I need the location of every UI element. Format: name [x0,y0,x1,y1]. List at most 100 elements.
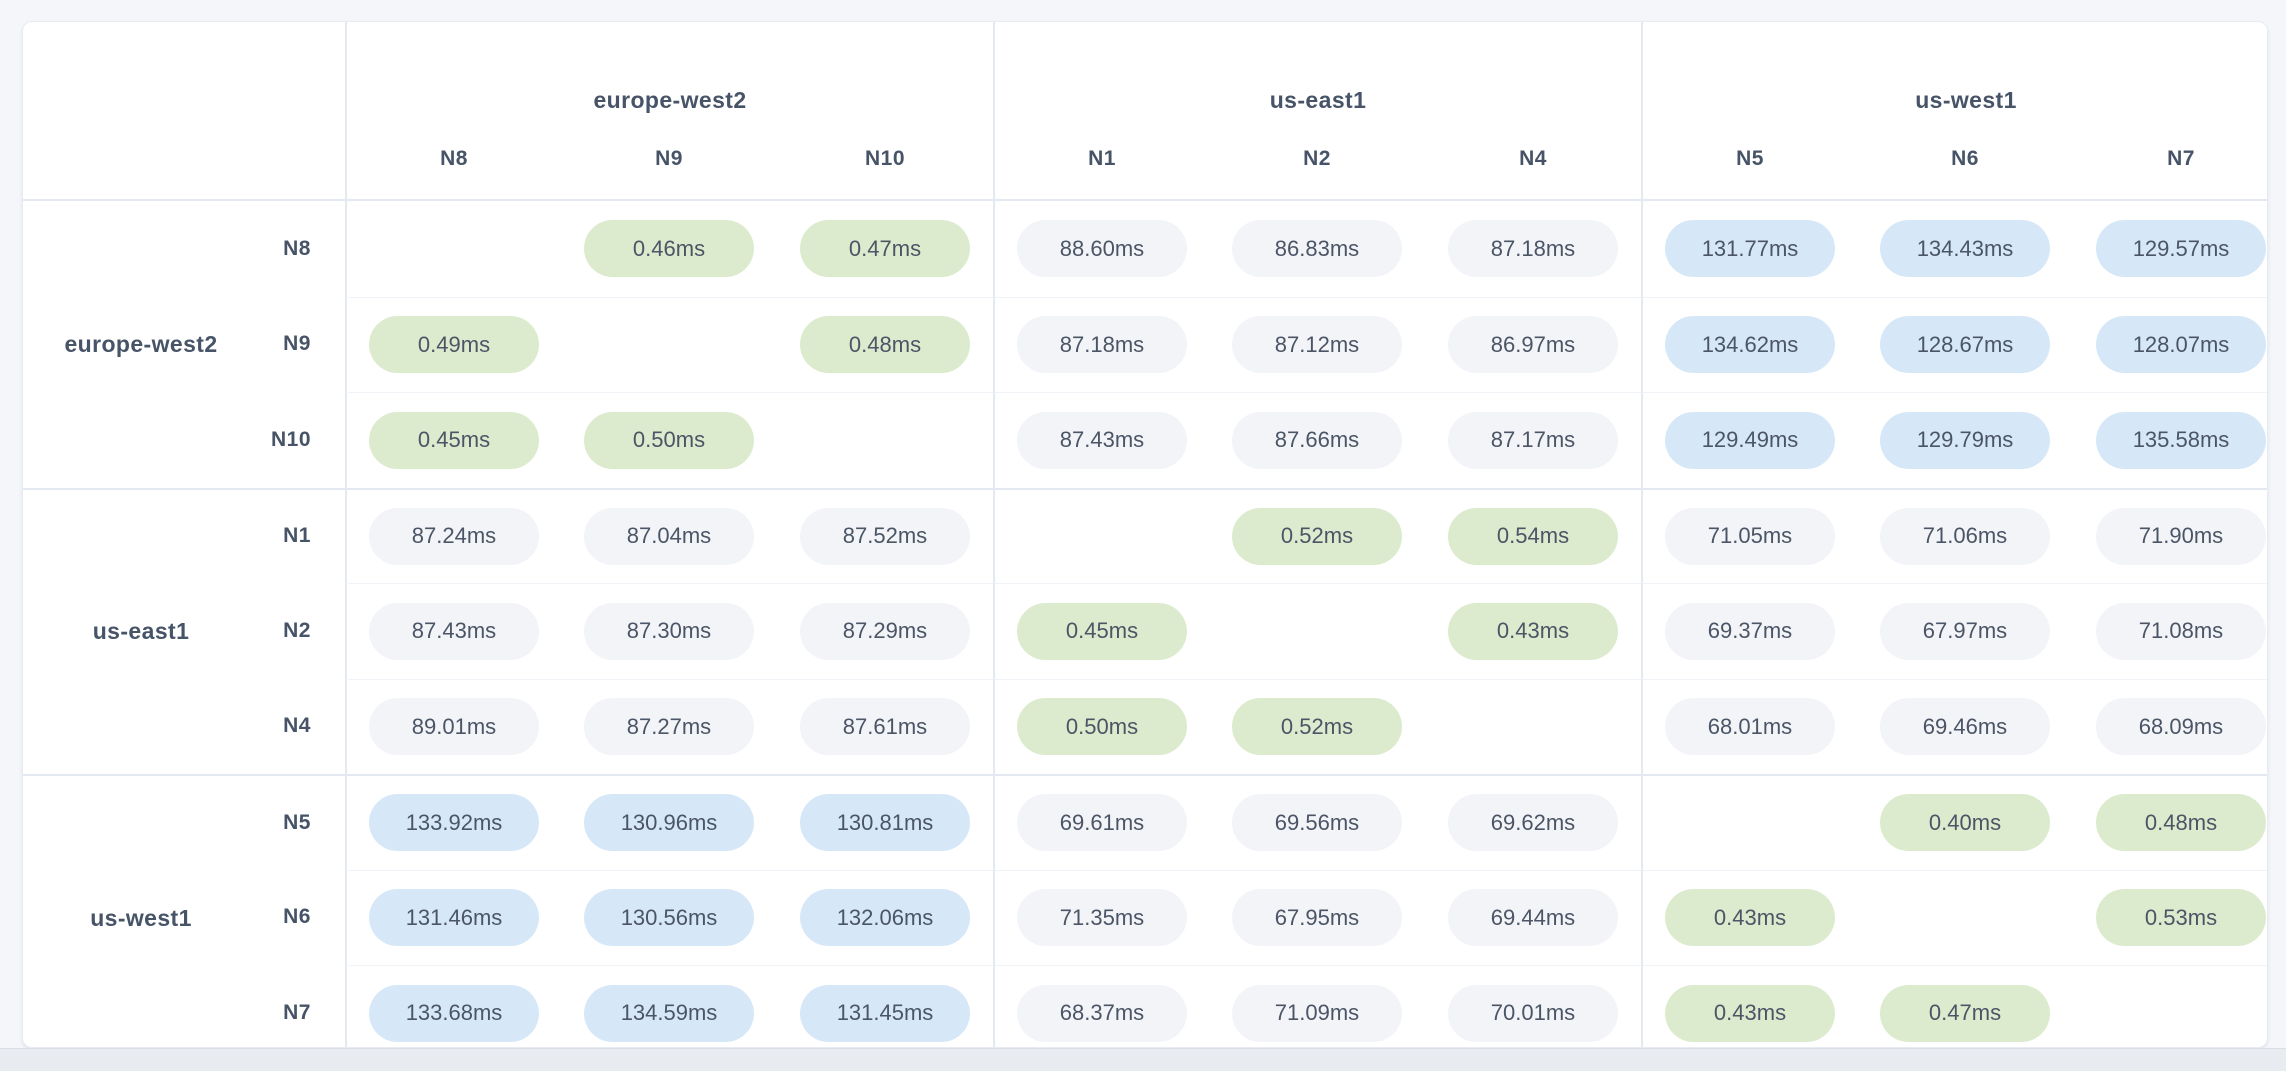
latency-pill[interactable]: 68.01ms [1665,698,1835,756]
latency-cell: 0.45ms [993,583,1209,679]
latency-pill[interactable]: 131.46ms [369,889,539,947]
latency-pill[interactable]: 129.49ms [1665,411,1835,469]
column-node-header-n1: N1 [993,118,1209,201]
latency-pill[interactable]: 129.57ms [2096,220,2266,278]
latency-cell: 87.18ms [1425,201,1641,297]
latency-cell: 0.48ms [2073,774,2267,870]
latency-pill[interactable]: 0.48ms [2096,794,2266,852]
latency-pill[interactable]: 67.95ms [1232,889,1402,947]
latency-pill[interactable]: 0.46ms [584,220,754,278]
latency-pill[interactable]: 69.56ms [1232,794,1402,852]
latency-pill[interactable]: 134.59ms [584,984,754,1042]
latency-pill[interactable]: 87.27ms [584,698,754,756]
latency-pill[interactable]: 87.61ms [800,698,970,756]
latency-pill[interactable]: 86.83ms [1232,220,1402,278]
latency-pill[interactable]: 69.62ms [1448,794,1618,852]
latency-pill[interactable]: 0.43ms [1665,984,1835,1042]
latency-pill[interactable]: 0.48ms [800,316,970,374]
latency-pill[interactable]: 0.49ms [369,316,539,374]
latency-cell-self [777,392,993,488]
latency-pill[interactable]: 69.46ms [1880,698,2050,756]
latency-pill[interactable]: 87.29ms [800,602,970,660]
latency-pill[interactable]: 130.96ms [584,794,754,852]
latency-pill[interactable]: 87.43ms [369,602,539,660]
latency-cell: 0.40ms [1857,774,2073,870]
latency-pill[interactable]: 86.97ms [1448,316,1618,374]
latency-pill[interactable]: 89.01ms [369,698,539,756]
latency-cell: 71.05ms [1641,487,1857,583]
latency-pill[interactable]: 0.52ms [1232,698,1402,756]
latency-pill[interactable]: 130.81ms [800,794,970,852]
latency-pill[interactable]: 0.54ms [1448,507,1618,565]
latency-pill[interactable]: 132.06ms [800,889,970,947]
latency-pill[interactable]: 87.17ms [1448,411,1618,469]
latency-cell: 87.18ms [993,296,1209,392]
column-node-header-n2: N2 [1209,118,1425,201]
latency-pill[interactable]: 0.40ms [1880,794,2050,852]
latency-cell-self [2073,965,2267,1047]
latency-pill[interactable]: 87.66ms [1232,411,1402,469]
latency-cell-self [1209,583,1425,679]
latency-pill[interactable]: 0.47ms [800,220,970,278]
latency-pill[interactable]: 71.08ms [2096,602,2266,660]
latency-pill[interactable]: 134.62ms [1665,316,1835,374]
latency-pill[interactable]: 87.18ms [1017,316,1187,374]
page-bottom-strip [0,1048,2286,1071]
row-node-header-n6: N6 [283,905,311,929]
latency-pill[interactable]: 131.77ms [1665,220,1835,278]
latency-pill[interactable]: 128.67ms [1880,316,2050,374]
row-node-header-n8: N8 [283,236,311,260]
latency-pill[interactable]: 71.09ms [1232,984,1402,1042]
latency-pill[interactable]: 68.09ms [2096,698,2266,756]
latency-pill[interactable]: 135.58ms [2096,411,2266,469]
column-group-header-us-east1: us-east1 [993,22,1641,118]
latency-pill[interactable]: 130.56ms [584,889,754,947]
latency-pill[interactable]: 129.79ms [1880,411,2050,469]
latency-pill[interactable]: 131.45ms [800,984,970,1042]
column-node-header-n8: N8 [345,118,561,201]
latency-cell: 0.52ms [1209,678,1425,775]
latency-pill[interactable]: 71.05ms [1665,507,1835,565]
latency-pill[interactable]: 71.35ms [1017,889,1187,947]
column-node-header-n4: N4 [1425,118,1641,201]
latency-pill[interactable]: 87.24ms [369,507,539,565]
latency-cell: 86.83ms [1209,201,1425,297]
latency-cell: 67.95ms [1209,869,1425,966]
row-node-header-n10: N10 [270,427,311,451]
latency-pill[interactable]: 70.01ms [1448,984,1618,1042]
latency-pill[interactable]: 134.43ms [1880,220,2050,278]
latency-cell: 87.61ms [777,678,993,775]
latency-pill[interactable]: 0.50ms [1017,698,1187,756]
latency-pill[interactable]: 87.18ms [1448,220,1618,278]
latency-pill[interactable]: 0.43ms [1665,889,1835,947]
latency-pill[interactable]: 0.45ms [1017,602,1187,660]
latency-pill[interactable]: 71.06ms [1880,507,2050,565]
latency-pill[interactable]: 87.43ms [1017,411,1187,469]
latency-pill[interactable]: 0.47ms [1880,984,2050,1042]
latency-pill[interactable]: 0.52ms [1232,507,1402,565]
latency-pill[interactable]: 88.60ms [1017,220,1187,278]
row-group-header-europe-west2: europe-west2 [64,330,218,357]
latency-pill[interactable]: 87.52ms [800,507,970,565]
latency-cell: 69.46ms [1857,678,2073,775]
latency-pill[interactable]: 68.37ms [1017,984,1187,1042]
latency-pill[interactable]: 71.90ms [2096,507,2266,565]
latency-pill[interactable]: 133.68ms [369,984,539,1042]
latency-pill[interactable]: 87.04ms [584,507,754,565]
latency-pill[interactable]: 128.07ms [2096,316,2266,374]
latency-pill[interactable]: 69.44ms [1448,889,1618,947]
latency-pill[interactable]: 0.53ms [2096,889,2266,947]
latency-cell: 87.24ms [345,487,561,583]
latency-pill[interactable]: 0.50ms [584,411,754,469]
latency-pill[interactable]: 69.61ms [1017,794,1187,852]
latency-pill[interactable]: 0.45ms [369,411,539,469]
row-node-header-n1: N1 [233,487,345,584]
latency-pill[interactable]: 67.97ms [1880,602,2050,660]
latency-pill[interactable]: 133.92ms [369,794,539,852]
latency-pill[interactable]: 69.37ms [1665,602,1835,660]
latency-pill[interactable]: 87.30ms [584,602,754,660]
latency-cell: 69.37ms [1641,583,1857,679]
latency-pill[interactable]: 0.43ms [1448,602,1618,660]
column-node-header-n6: N6 [1857,118,2073,201]
latency-pill[interactable]: 87.12ms [1232,316,1402,374]
